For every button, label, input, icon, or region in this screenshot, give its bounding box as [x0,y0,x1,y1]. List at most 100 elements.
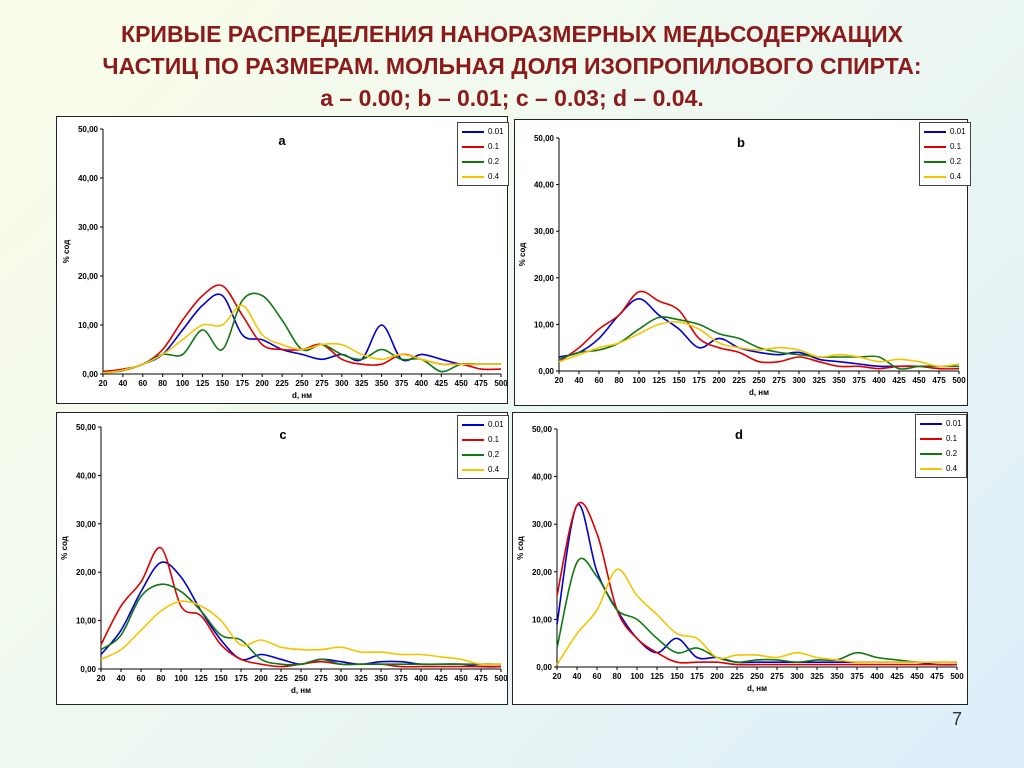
y-tick-label: 50,00 [76,423,97,432]
y-tick-label: 30,00 [532,520,553,529]
y-tick-label: 10,00 [534,320,555,329]
y-tick-label: 40,00 [534,181,555,190]
x-axis-label: d, нм [291,686,311,695]
y-tick-label: 50,00 [532,425,553,434]
legend-label: 0.1 [946,434,958,443]
series-line-0.01 [558,297,959,368]
x-tick-label: 125 [196,379,210,388]
x-tick-label: 175 [692,376,706,385]
x-tick-label: 20 [99,379,108,388]
legend-item: 0.4 [462,169,504,184]
x-tick-label: 275 [772,376,786,385]
x-tick-label: 20 [553,672,562,681]
x-tick-label: 450 [910,672,924,681]
x-tick-label: 60 [137,674,146,683]
chart-svg: 0,00 10,00 20,00 30,00 40,00 50,00 20 40 60 80 100… [516,425,964,693]
x-tick-label: 80 [615,376,624,385]
y-tick-label: 50,00 [78,125,99,134]
x-tick-label: 225 [730,672,744,681]
x-tick-label: 275 [314,674,328,683]
x-tick-label: 175 [234,674,248,683]
legend-item: 0.4 [462,462,504,477]
legend-item: 0.01 [924,124,966,139]
y-tick-label: 20,00 [532,568,553,577]
x-tick-label: 250 [752,376,766,385]
legend-item: 0.1 [920,431,962,446]
x-tick-label: 300 [792,376,806,385]
series-line-0.01 [102,293,501,374]
legend-label: 0.1 [488,142,500,151]
legend-label: 0.1 [950,142,962,151]
title-line-1: КРИВЫЕ РАСПРЕДЕЛЕНИЯ НАНОРАЗМЕРНЫХ МЕДЬС… [121,21,903,47]
x-tick-label: 475 [474,674,488,683]
legend-label: 0.01 [488,420,504,429]
x-tick-label: 375 [394,674,408,683]
x-tick-label: 200 [256,379,270,388]
legend-item: 0.01 [920,416,962,431]
legend-item: 0.1 [924,139,966,154]
x-tick-label: 350 [374,674,388,683]
x-tick-label: 425 [890,672,904,681]
legend-swatch [462,423,484,426]
x-tick-label: 250 [294,674,308,683]
panel-label: c [279,427,286,442]
slide-title: КРИВЫЕ РАСПРЕДЕЛЕНИЯ НАНОРАЗМЕРНЫХ МЕДЬС… [0,18,1024,114]
series-line-0.2 [556,557,957,664]
legend-swatch [462,130,484,133]
y-tick-label: 30,00 [534,227,555,236]
x-tick-label: 500 [952,376,966,385]
x-tick-label: 20 [555,376,564,385]
x-tick-label: 40 [575,376,584,385]
x-tick-label: 125 [652,376,666,385]
legend-swatch [462,438,484,441]
y-tick-label: 0,00 [536,663,552,672]
x-tick-label: 350 [830,672,844,681]
chart-legend: 0.01 0.1 0.2 0.4 [915,414,967,478]
legend-swatch [920,467,942,470]
x-tick-label: 60 [138,379,147,388]
chart-legend: 0.01 0.1 0.2 0.4 [919,122,971,186]
x-tick-label: 375 [850,672,864,681]
legend-swatch [920,422,942,425]
x-tick-label: 450 [912,376,926,385]
legend-swatch [462,468,484,471]
legend-swatch [462,453,484,456]
x-tick-label: 350 [375,379,389,388]
legend-label: 0.4 [946,464,958,473]
legend-label: 0.2 [488,450,500,459]
legend-label: 0.1 [488,435,500,444]
legend-swatch [462,145,484,148]
legend-item: 0.1 [462,432,504,447]
series-line-0.2 [558,316,959,370]
legend-label: 0.2 [950,157,962,166]
series-line-0.1 [556,501,957,666]
x-tick-label: 80 [613,672,622,681]
x-tick-label: 175 [690,672,704,681]
title-line-2: ЧАСТИЦ ПО РАЗМЕРАМ. МОЛЬНАЯ ДОЛЯ ИЗОПРОП… [102,53,922,79]
series-line-0.01 [100,561,502,668]
series-line-0.4 [102,304,501,374]
title-line-3: a – 0.00; b – 0.01; c – 0.03; d – 0.04. [320,85,704,111]
x-axis-label: d, нм [749,388,769,397]
legend-swatch [462,160,484,163]
x-tick-label: 200 [710,672,724,681]
x-tick-label: 80 [158,379,167,388]
x-tick-label: 175 [236,379,250,388]
y-axis-label: % сод [60,536,69,560]
x-tick-label: 100 [632,376,646,385]
y-tick-label: 10,00 [532,615,553,624]
legend-swatch [924,145,946,148]
x-tick-label: 100 [630,672,644,681]
series-line-0.01 [556,503,958,666]
legend-label: 0.01 [946,419,962,428]
x-tick-label: 275 [770,672,784,681]
x-tick-label: 40 [118,379,127,388]
x-tick-label: 425 [435,379,449,388]
x-tick-label: 250 [750,672,764,681]
legend-item: 0.4 [920,461,962,476]
x-tick-label: 475 [474,379,488,388]
legend-label: 0.2 [946,449,958,458]
legend-label: 0.01 [950,127,966,136]
x-tick-label: 225 [732,376,746,385]
y-tick-label: 30,00 [78,223,99,232]
